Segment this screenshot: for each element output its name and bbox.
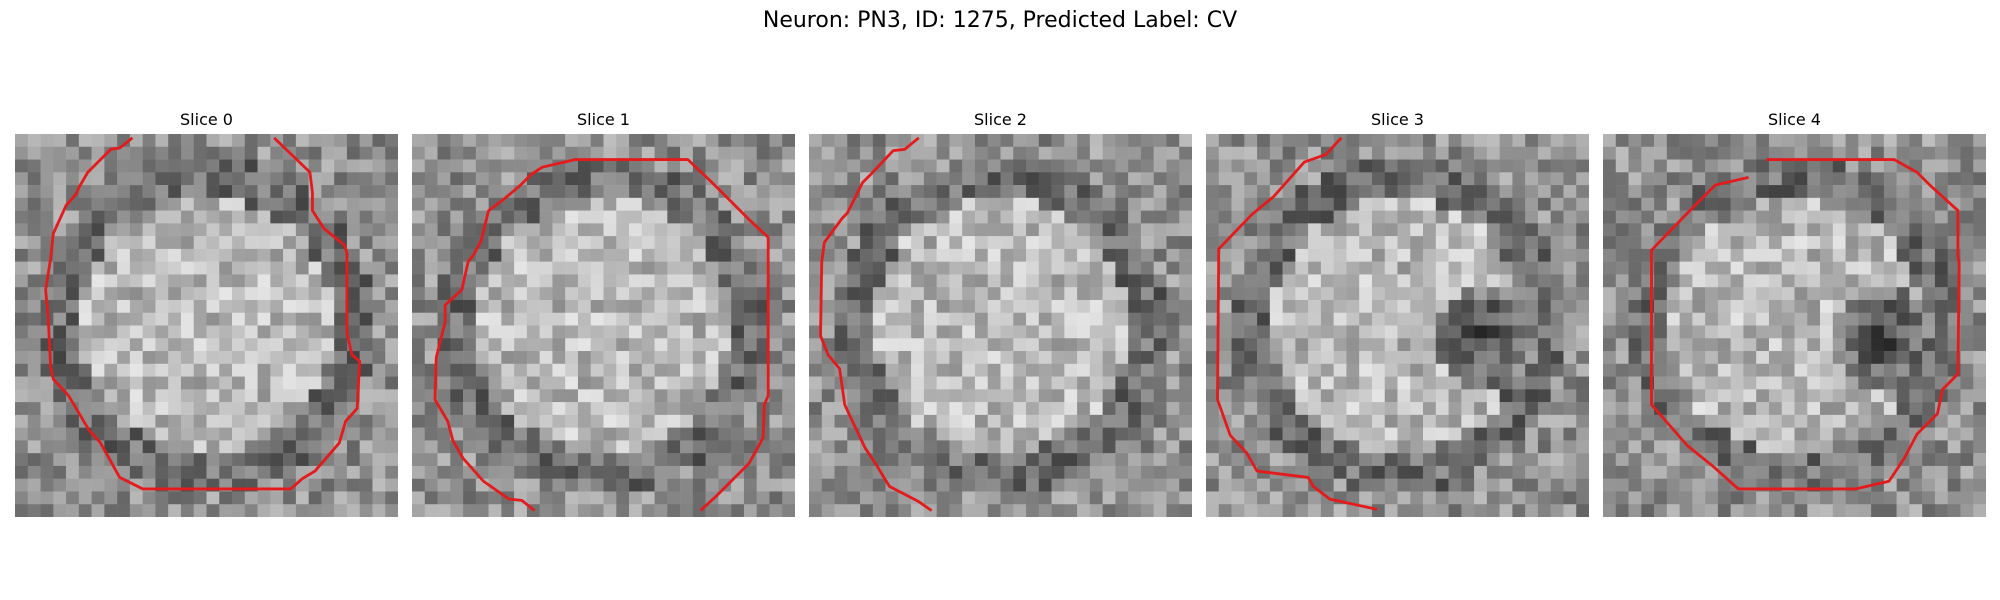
pixel-grid	[15, 134, 398, 517]
slice-image	[412, 134, 795, 517]
segmentation-contour	[1650, 158, 1961, 491]
segmentation-contour	[819, 136, 933, 512]
pixel-grid	[1603, 134, 1986, 517]
slice-panel-1: Slice 1	[412, 110, 795, 517]
slice-image	[15, 134, 398, 517]
figure-title: Neuron: PN3, ID: 1275, Predicted Label: …	[762, 8, 1238, 33]
slice-title: Slice 2	[974, 110, 1027, 129]
pixel-grid	[1206, 134, 1589, 517]
pixel-grid	[412, 134, 795, 517]
segmentation-contour	[44, 136, 362, 491]
slice-panel-2: Slice 2	[809, 110, 1192, 517]
slice-panel-4: Slice 4	[1603, 110, 1986, 517]
slice-title: Slice 1	[577, 110, 630, 129]
slice-image	[809, 134, 1192, 517]
pixel-grid	[809, 134, 1192, 517]
slice-image	[1206, 134, 1589, 517]
slice-title: Slice 0	[180, 110, 233, 129]
slice-panel-0: Slice 0	[15, 110, 398, 517]
slice-image	[1603, 134, 1986, 517]
slice-title: Slice 3	[1371, 110, 1424, 129]
segmentation-contour	[433, 158, 770, 512]
slice-title: Slice 4	[1768, 110, 1821, 129]
segmentation-contour	[1216, 136, 1378, 511]
slice-panel-3: Slice 3	[1206, 110, 1589, 517]
